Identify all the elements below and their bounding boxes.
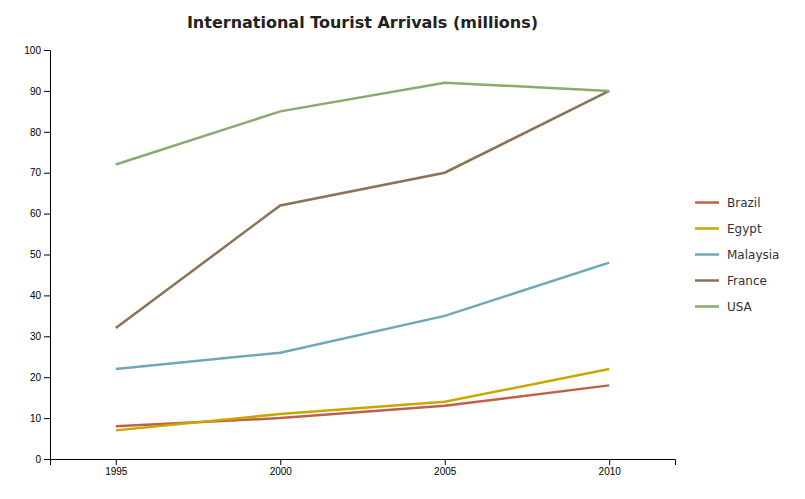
- x-tick-label: 2010: [599, 466, 622, 477]
- legend-swatch: [695, 253, 719, 256]
- y-tick: 50: [30, 249, 50, 260]
- x-tick-mark: [609, 459, 610, 465]
- y-tick-label: 60: [30, 208, 42, 219]
- y-tick: 60: [30, 208, 50, 219]
- y-tick-mark: [44, 173, 50, 174]
- series-line: [116, 385, 609, 426]
- y-tick: 90: [30, 86, 50, 97]
- legend-item: USA: [695, 300, 753, 314]
- y-tick-mark: [44, 50, 50, 51]
- x-tick-label: 2005: [434, 466, 457, 477]
- y-tick-mark: [44, 377, 50, 378]
- x-tick-label: 1995: [105, 466, 128, 477]
- y-tick-mark: [44, 295, 50, 296]
- title: International Tourist Arrivals (millions…: [187, 13, 538, 32]
- x-axis-line: [51, 460, 676, 466]
- y-tick-label: 50: [30, 249, 42, 260]
- legend-label: Brazil: [727, 196, 761, 210]
- legend-swatch: [695, 227, 719, 230]
- y-tick-label: 70: [30, 167, 42, 178]
- y-tick-label: 0: [35, 454, 41, 465]
- legend-swatch: [695, 279, 719, 282]
- y-tick-mark: [44, 214, 50, 215]
- lines: [116, 83, 609, 431]
- y-tick: 20: [30, 372, 50, 383]
- y-tick-label: 20: [30, 372, 42, 383]
- x-tick-mark: [445, 459, 446, 465]
- y-tick: 70: [30, 167, 50, 178]
- x-tick: 1995: [105, 459, 128, 477]
- y-axis-line: [44, 51, 51, 460]
- chart: International Tourist Arrivals (millions…: [0, 0, 805, 499]
- y-axis: 0 10 20 30 40 50 60 70 80 90 100: [24, 45, 50, 465]
- legend-label: France: [727, 274, 767, 288]
- y-tick-mark: [44, 336, 50, 337]
- legend-item: Malaysia: [695, 248, 779, 262]
- series-line: [116, 263, 609, 369]
- legend-item: Brazil: [695, 196, 761, 210]
- y-tick: 10: [30, 413, 50, 424]
- x-tick: 2005: [434, 459, 457, 477]
- y-tick-mark: [44, 132, 50, 133]
- y-tick: 80: [30, 127, 50, 138]
- y-tick: 100: [24, 45, 50, 56]
- legend-label: USA: [727, 300, 753, 314]
- y-tick-mark: [44, 91, 50, 92]
- x-tick-mark: [280, 459, 281, 465]
- legend-swatch: [695, 201, 719, 204]
- legend-item: Egypt: [695, 222, 762, 236]
- y-tick-label: 10: [30, 413, 42, 424]
- y-tick: 0: [35, 454, 50, 465]
- y-tick-mark: [44, 418, 50, 419]
- legend: Brazil Egypt Malaysia France USA: [695, 196, 779, 314]
- y-tick-mark: [44, 255, 50, 256]
- y-tick-label: 40: [30, 290, 42, 301]
- x-tick-mark: [116, 459, 117, 465]
- y-tick-label: 80: [30, 127, 42, 138]
- x-tick: 2000: [270, 459, 293, 477]
- legend-label: Malaysia: [727, 248, 779, 262]
- x-tick-label: 2000: [270, 466, 293, 477]
- y-tick-label: 30: [30, 331, 42, 342]
- x-axis: 1995 2000 2005 2010: [51, 459, 676, 477]
- legend-swatch: [695, 305, 719, 308]
- x-tick: 2010: [599, 459, 622, 477]
- y-tick-label: 90: [30, 86, 42, 97]
- plot: 1995 2000 2005 2010 0 10 20 30 40 50 60 70 80 90 100: [24, 45, 675, 477]
- y-tick: 40: [30, 290, 50, 301]
- legend-item: France: [695, 274, 767, 288]
- y-tick: 30: [30, 331, 50, 342]
- legend-label: Egypt: [727, 222, 762, 236]
- series-line: [116, 369, 609, 430]
- y-tick-label: 100: [24, 45, 41, 56]
- series-line: [116, 83, 609, 165]
- series-line: [116, 91, 609, 328]
- y-tick-mark: [44, 459, 50, 460]
